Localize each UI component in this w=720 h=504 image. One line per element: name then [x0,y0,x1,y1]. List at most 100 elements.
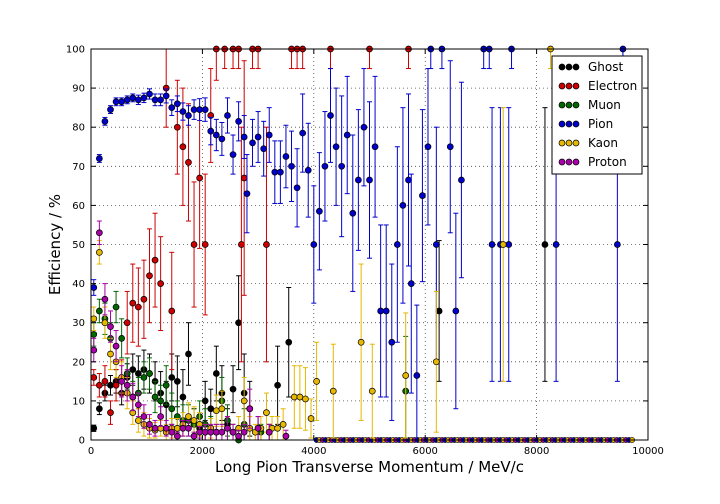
data-point [173,123,181,131]
data-point [179,108,187,115]
x-tick-label: 8000 [524,446,549,457]
data-point [118,378,125,385]
data-point [168,405,176,413]
data-point [310,241,318,248]
data-point [168,374,176,381]
data-point [254,133,262,141]
data-point [101,319,109,327]
legend-marker [558,120,566,128]
data-point [146,370,153,377]
data-point [101,117,109,125]
data-point [238,241,245,248]
data-point [90,284,98,291]
data-marks [90,45,627,444]
data-point [349,209,357,217]
legend-label: Electron [588,79,637,93]
data-point [140,295,148,303]
data-point [118,98,125,106]
legend-label: Proton [588,155,627,169]
legend-marker [565,120,573,128]
legend-marker [558,82,566,90]
legend-item-electron: Electron [558,79,637,93]
data-point [157,413,164,420]
data-point [235,319,242,327]
data-point [196,106,203,113]
data-point [355,176,362,184]
data-point [371,143,379,151]
legend-marker [558,63,566,71]
data-point [218,135,226,143]
data-point [274,381,281,389]
data-point [552,241,560,248]
data-point [338,162,345,170]
data-point [263,409,270,416]
legend-item-ghost: Ghost [558,60,623,74]
data-point [118,334,125,342]
data-point [282,153,290,160]
x-tick-label: 4000 [301,446,326,457]
series-electron [90,45,412,425]
data-point [190,432,198,440]
data-point [224,424,231,432]
data-point [212,428,220,436]
data-point [394,241,401,248]
data-point [277,168,284,176]
data-point [134,417,142,424]
legend-label: Muon [588,98,621,112]
legend-marker [565,63,573,71]
data-point [332,143,340,151]
data-point [282,432,290,440]
data-point [190,106,198,113]
data-point [134,370,142,377]
data-point [107,350,114,358]
data-point [207,405,215,413]
y-tick-label: 50 [72,240,85,251]
legend-marker [572,82,580,90]
y-tick-label: 70 [72,162,85,173]
legend-marker [558,101,566,109]
data-point [179,424,187,432]
data-point [265,131,273,139]
data-point [249,139,256,147]
data-point [240,397,248,405]
data-point [101,295,109,303]
data-point [407,280,415,287]
data-point [265,428,273,436]
legend-marker [572,63,580,71]
series-proton [90,220,290,441]
data-point [307,415,315,422]
legend-item-proton: Proton [558,155,627,169]
data-point [419,192,426,199]
data-point [185,350,192,358]
legend-item-pion: Pion [558,117,613,131]
data-point [140,413,148,420]
data-point [316,207,323,215]
data-point [196,174,203,182]
legend-marker [565,82,573,90]
data-point [179,143,187,151]
y-tick-label: 0 [79,436,85,447]
data-point [360,123,368,131]
data-point [123,319,131,327]
data-point [129,366,137,373]
data-point [173,424,181,432]
data-point [123,381,131,389]
data-point [146,90,153,98]
data-point [96,381,103,389]
data-point [157,280,164,287]
data-point [101,378,109,385]
legend-marker [572,101,580,109]
data-point [168,104,176,112]
data-point [329,387,337,395]
x-tick-label: 0 [88,446,94,457]
data-point [96,155,103,162]
data-point [173,378,181,385]
data-point [229,151,237,158]
data-point [129,94,137,102]
data-point [229,428,237,436]
data-point [240,174,248,182]
data-point [218,428,226,436]
data-point [90,346,98,354]
data-point [157,96,164,104]
